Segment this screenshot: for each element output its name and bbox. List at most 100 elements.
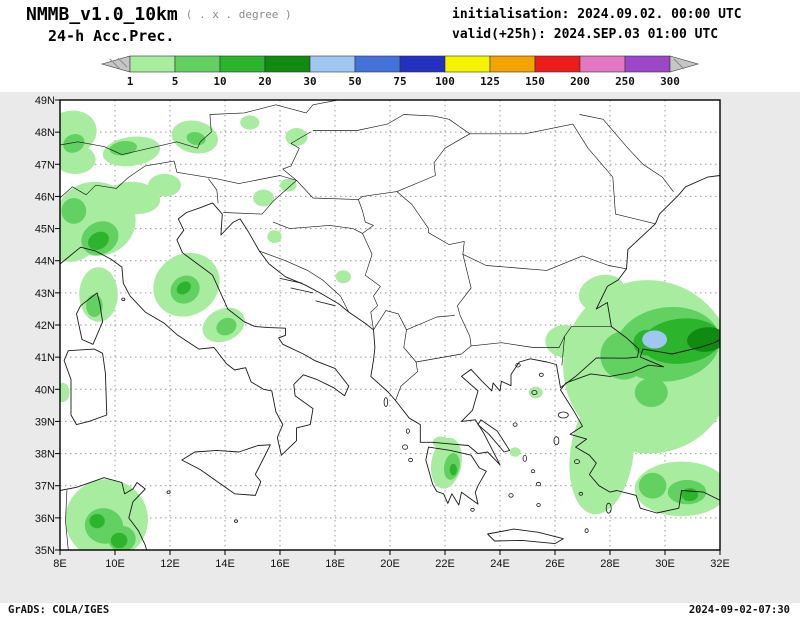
colorbar-tick-label: 75 bbox=[393, 75, 406, 88]
colorbar-tick-label: 125 bbox=[480, 75, 500, 88]
precip-area-g2 bbox=[638, 472, 667, 499]
lon-axis-label: 8E bbox=[53, 558, 66, 570]
colorbar-tick-label: 200 bbox=[570, 75, 590, 88]
precip-area-g1 bbox=[509, 447, 521, 457]
lon-axis-label: 16E bbox=[270, 558, 290, 570]
lat-axis-label: 46N bbox=[35, 191, 55, 203]
colorbar-tick-label: 50 bbox=[348, 75, 361, 88]
colorbar-tick-label: 5 bbox=[172, 75, 179, 88]
precip-area-g2 bbox=[634, 378, 668, 407]
coastline-turkey bbox=[560, 339, 720, 514]
precip-area-g1 bbox=[285, 128, 308, 146]
axis-labels: 8E 10E 12E 14E 16E 18E 20E 22E 24E 26E 28E 30E 32E 49… bbox=[35, 95, 730, 570]
map-figure: 8E 10E 12E 14E 16E 18E 20E 22E 24E 26E 28E 30E 32E 49… bbox=[0, 92, 800, 603]
precip-area-g1 bbox=[578, 274, 625, 312]
lon-axis-label: 30E bbox=[655, 558, 675, 570]
colorbar-segment bbox=[399, 55, 446, 73]
grads-credit: GrADS: COLA/IGES bbox=[8, 604, 110, 616]
lat-axis-label: 36N bbox=[35, 513, 55, 525]
precip-area-g1 bbox=[569, 392, 635, 515]
precip-area-g1 bbox=[528, 386, 543, 399]
lon-axis-label: 22E bbox=[435, 558, 455, 570]
lon-axis-label: 28E bbox=[600, 558, 620, 570]
colorbar-segment bbox=[219, 55, 266, 73]
colorbar-underflow-arrow bbox=[100, 55, 131, 73]
coastline-north-africa bbox=[60, 477, 148, 550]
island-crete bbox=[487, 528, 564, 545]
precip-area-g2 bbox=[186, 132, 206, 146]
arrow-hatch bbox=[109, 57, 685, 70]
precip-area-g2 bbox=[61, 198, 87, 224]
model-name: NMMB_v1.0_10km bbox=[26, 4, 178, 25]
precip-area-g3 bbox=[176, 281, 191, 295]
precip-area-g3 bbox=[110, 532, 128, 549]
colorbar-tick-label: 300 bbox=[660, 75, 680, 88]
country-borders bbox=[60, 100, 674, 550]
colorbar-segment bbox=[579, 55, 626, 73]
footer: GrADS: COLA/IGES 2024-09-02-07:30 bbox=[0, 603, 800, 618]
header: NMMB_v1.0_10km ( . x . degree ) 24-h Acc.… bbox=[0, 0, 800, 52]
lon-axis-label: 20E bbox=[380, 558, 400, 570]
coastlines bbox=[60, 100, 720, 550]
precip-area-g1 bbox=[60, 382, 70, 403]
colorbar-tick-label: 1 bbox=[127, 75, 134, 88]
lat-axis-label: 48N bbox=[35, 127, 55, 139]
small-islands bbox=[121, 297, 612, 534]
colorbar-segment bbox=[624, 55, 671, 73]
lon-axis-label: 32E bbox=[710, 558, 730, 570]
lon-axis-label: 26E bbox=[545, 558, 565, 570]
peloponnese bbox=[425, 446, 487, 506]
lat-axis-label: 47N bbox=[35, 159, 55, 171]
precip-area-g3 bbox=[449, 463, 457, 476]
precip-area-g1 bbox=[432, 436, 450, 449]
axis-ticks bbox=[55, 99, 721, 555]
lon-axis-label: 10E bbox=[105, 558, 125, 570]
island-sicily bbox=[181, 444, 271, 496]
lon-axis-label: 14E bbox=[215, 558, 235, 570]
lat-axis-label: 41N bbox=[35, 352, 55, 364]
lat-axis-label: 38N bbox=[35, 449, 55, 461]
colorbar-segment bbox=[444, 55, 491, 73]
precipitation-shading bbox=[60, 110, 720, 550]
lat-axis-label: 42N bbox=[35, 320, 55, 332]
precip-area-g4 bbox=[687, 327, 720, 352]
colorbar-tick-label: 30 bbox=[303, 75, 316, 88]
header-left: NMMB_v1.0_10km ( . x . degree ) 24-h Acc.… bbox=[26, 4, 292, 45]
lat-axis-label: 37N bbox=[35, 481, 55, 493]
initialisation-time: initialisation: 2024.09.02. 00:00 UTC bbox=[452, 7, 742, 22]
lat-axis-label: 43N bbox=[35, 288, 55, 300]
header-right: initialisation: 2024.09.02. 00:00 UTC va… bbox=[452, 5, 742, 45]
precip-area-g1 bbox=[108, 181, 161, 215]
colorbar-svg: 1 5 10 20 30 50 75 100 125 150 200 250 300 bbox=[100, 55, 700, 88]
precip-area-g1 bbox=[335, 270, 351, 284]
lat-axis-label: 40N bbox=[35, 384, 55, 396]
precip-area-g3 bbox=[89, 514, 105, 529]
lon-axis-label: 24E bbox=[490, 558, 510, 570]
croatian-islands bbox=[279, 278, 336, 307]
colorbar-tick-label: 20 bbox=[258, 75, 271, 88]
precip-area-g2 bbox=[63, 134, 85, 153]
precip-area-g1 bbox=[280, 178, 297, 192]
precip-area-b1 bbox=[642, 330, 667, 349]
lat-axis-label: 39N bbox=[35, 416, 55, 428]
lat-axis-label: 49N bbox=[35, 95, 55, 107]
colorbar-tick-label: 250 bbox=[615, 75, 635, 88]
colorbar-segment bbox=[489, 55, 536, 73]
island-evia bbox=[477, 419, 511, 453]
precip-area-g2 bbox=[216, 317, 237, 336]
colorbar-tick-label: 10 bbox=[213, 75, 226, 88]
grid-resolution-note: ( . x . degree ) bbox=[185, 8, 292, 21]
colorbar-segment bbox=[174, 55, 221, 73]
colorbar-segment bbox=[534, 55, 581, 73]
island-corsica bbox=[76, 292, 104, 345]
colorbar-segment bbox=[264, 55, 311, 73]
lon-axis-label: 12E bbox=[160, 558, 180, 570]
precip-area-g1 bbox=[267, 230, 282, 244]
colorbar-overflow-arrow bbox=[669, 55, 700, 73]
colorbar: 1 5 10 20 30 50 75 100 125 150 200 250 300 bbox=[0, 52, 800, 92]
coastline-italy-adriatic-greece bbox=[60, 175, 720, 466]
colorbar-segment bbox=[129, 55, 176, 73]
lat-axis-label: 45N bbox=[35, 224, 55, 236]
colorbar-tick-label: 150 bbox=[525, 75, 545, 88]
